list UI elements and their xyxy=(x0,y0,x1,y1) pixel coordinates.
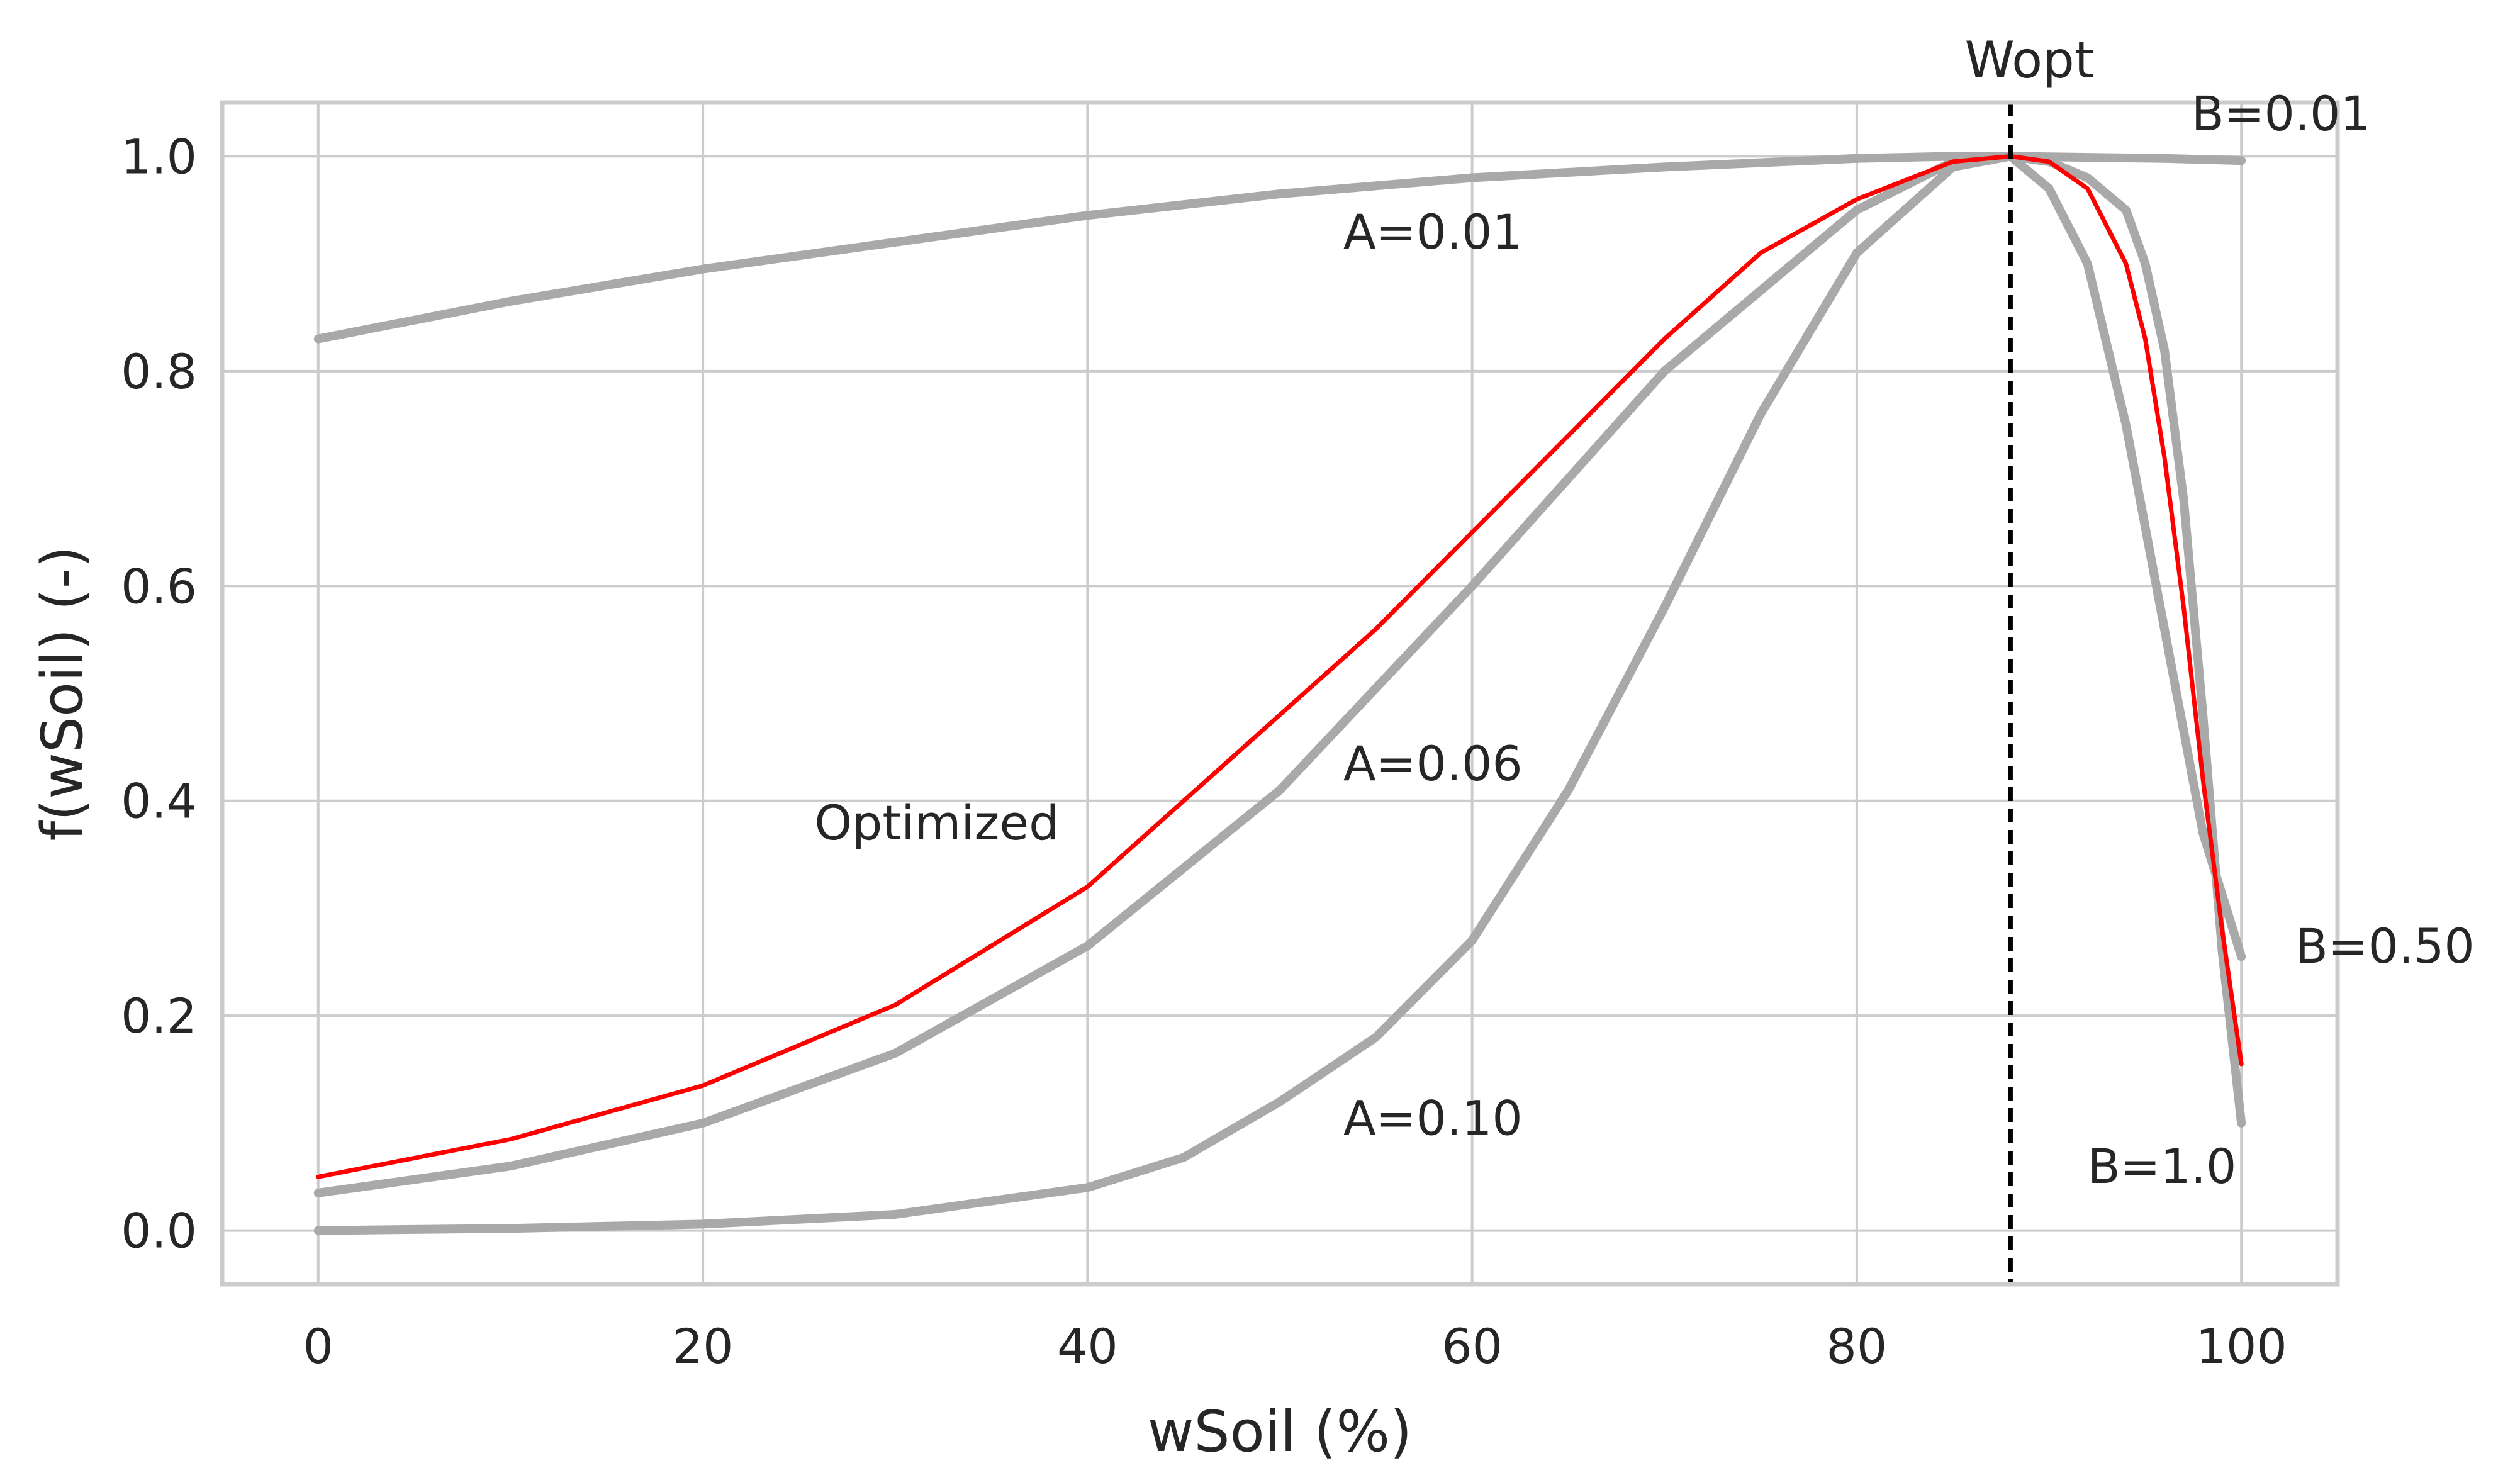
y-tick-label: 0.8 xyxy=(121,344,197,400)
series-line-3 xyxy=(316,154,2244,1179)
annotation-1: A=0.06 xyxy=(1343,736,1523,792)
annotation-5: B=0.50 xyxy=(2295,918,2475,974)
annotations: A=0.01 A=0.06 A=0.10 Optimized B=0.01 B=0.50 B… xyxy=(814,86,2474,1194)
x-tick-label: 60 xyxy=(1442,1318,1503,1374)
x-tick-label: 20 xyxy=(673,1318,734,1374)
y-tick-label: 0.6 xyxy=(121,558,197,614)
x-axis-title: wSoil (%) xyxy=(1148,1399,1412,1465)
x-tick-label: 80 xyxy=(1827,1318,1888,1374)
plot-frame xyxy=(220,100,2340,1287)
wopt-label: Wopt xyxy=(1965,31,2095,89)
series-line-2 xyxy=(313,152,2246,1235)
y-tick-label: 1.0 xyxy=(121,128,197,184)
annotation-3: Optimized xyxy=(814,795,1059,851)
series-line-0 xyxy=(313,152,2246,344)
series-line-1 xyxy=(313,152,2246,1197)
y-tick-label: 0.2 xyxy=(121,988,197,1044)
x-tick-label: 40 xyxy=(1057,1318,1118,1374)
annotation-0: A=0.01 xyxy=(1343,204,1523,260)
series-group xyxy=(313,152,2246,1235)
y-tick-label: 0.0 xyxy=(121,1203,197,1259)
x-tick-label: 0 xyxy=(303,1318,333,1374)
annotation-2: A=0.10 xyxy=(1343,1090,1523,1146)
grid xyxy=(222,103,2338,1284)
annotation-4: B=0.01 xyxy=(2192,86,2371,142)
y-tick-labels: 0.0 0.2 0.4 0.6 0.8 1.0 xyxy=(121,128,197,1258)
x-tick-labels: 0 20 40 60 80 100 xyxy=(303,1318,2287,1374)
annotation-6: B=1.0 xyxy=(2088,1138,2237,1194)
y-tick-label: 0.4 xyxy=(121,773,197,829)
x-tick-label: 100 xyxy=(2196,1318,2287,1374)
y-axis-title: f(wSoil) (-) xyxy=(30,546,96,841)
